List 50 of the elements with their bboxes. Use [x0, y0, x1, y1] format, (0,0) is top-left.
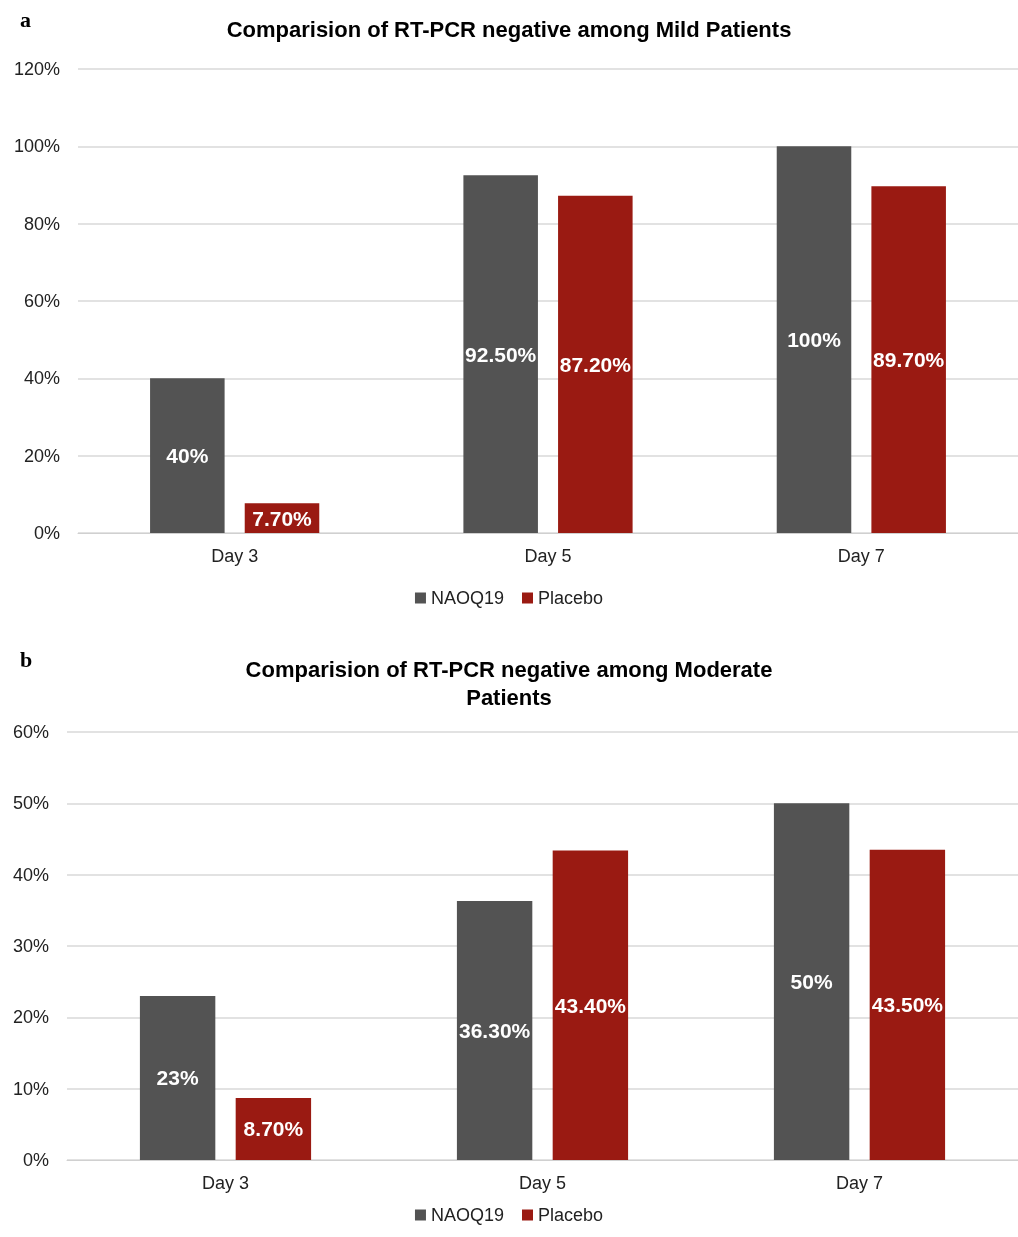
y-tick-label: 120% [13, 59, 60, 79]
y-tick-label: 80% [23, 213, 60, 234]
bar [463, 175, 538, 533]
bar [150, 378, 225, 533]
y-tick-label: 0% [33, 523, 60, 543]
data-label: 50% [790, 970, 833, 994]
y-tick-label: 30% [12, 936, 49, 956]
data-label: 40% [166, 444, 209, 468]
y-tick-label: 60% [23, 291, 60, 311]
data-label: 89.70% [873, 348, 945, 372]
text: b [20, 646, 33, 672]
y-tick-label: 0% [22, 1150, 49, 1170]
chart-title: Comparision of RT-PCR negative among Moderate Patients [245, 656, 773, 710]
x-tick-label: Day 3 [201, 1173, 250, 1193]
bar [776, 146, 852, 533]
text: a [20, 6, 31, 32]
y-tick-label: 20% [12, 1007, 49, 1028]
x-tick-label: Day 7 [835, 1173, 884, 1193]
data-label: 87.20% [559, 352, 632, 376]
bar [558, 195, 633, 533]
data-label: 8.70% [243, 1117, 304, 1141]
bar [871, 186, 946, 533]
bar [869, 849, 946, 1160]
chart-title: Comparision of RT-PCR negative among Mild Patients [226, 16, 792, 42]
y-tick-label: 40% [23, 368, 60, 389]
x-tick-label: Day 3 [211, 546, 259, 566]
data-label: 43.40% [554, 993, 627, 1017]
data-label: 92.50% [465, 342, 537, 366]
legend-label: NAOQ19 [430, 588, 504, 608]
legend-label: Placebo [537, 588, 604, 608]
data-label: 23% [156, 1066, 199, 1090]
data-label: 100% [787, 328, 842, 352]
data-label: 43.50% [871, 993, 944, 1017]
x-tick-label: Day 7 [837, 546, 885, 566]
data-label: 7.70% [252, 506, 313, 530]
y-tick-label: 100% [13, 136, 60, 157]
y-tick-label: 20% [23, 445, 60, 466]
x-tick-label: Day 5 [518, 1173, 567, 1193]
y-tick-label: 60% [12, 722, 49, 742]
x-tick-label: Day 5 [524, 546, 572, 566]
legend-label: Placebo [537, 1205, 604, 1225]
legend-label: NAOQ19 [430, 1205, 504, 1225]
data-label: 36.30% [459, 1019, 531, 1043]
y-tick-label: 50% [12, 793, 49, 814]
bar [552, 850, 629, 1160]
bar [456, 901, 533, 1160]
bar [773, 803, 850, 1160]
y-tick-label: 10% [12, 1078, 49, 1099]
bar [139, 995, 216, 1160]
y-tick-label: 40% [12, 864, 49, 885]
